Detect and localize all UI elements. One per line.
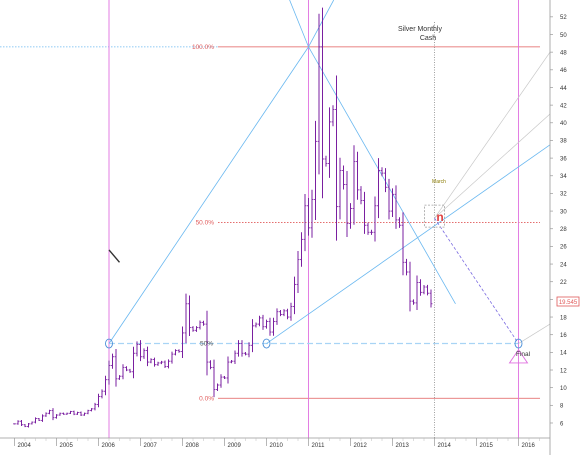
y-tick-label: 34 bbox=[560, 174, 567, 180]
fan-line-top-right bbox=[308, 0, 335, 48]
y-tick-label: 18 bbox=[560, 315, 567, 321]
target-triangle bbox=[508, 348, 529, 364]
x-tick-label: 2012 bbox=[354, 443, 368, 449]
x-tick-label: 2015 bbox=[480, 443, 494, 449]
y-tick-label: 36 bbox=[560, 156, 567, 162]
x-tick-label: 2008 bbox=[186, 443, 200, 449]
march-label: March bbox=[432, 179, 446, 185]
y-tick-label: 38 bbox=[560, 139, 567, 145]
final-label: Final bbox=[516, 351, 531, 358]
anchor-circle-2006 bbox=[105, 338, 113, 349]
fib-label-100: 100.0% bbox=[192, 44, 214, 51]
gray-line-lower bbox=[434, 113, 551, 219]
fan-line-top-left bbox=[289, 0, 309, 47]
y-tick-label: 40 bbox=[560, 121, 567, 127]
x-axis: 2004 2005 2006 2007 2008 2009 2010 2011 2012 2013… bbox=[0, 437, 550, 449]
pencil-icon bbox=[108, 249, 121, 263]
y-tick-label: 10 bbox=[560, 386, 567, 392]
y-tick-label: 22 bbox=[560, 280, 567, 286]
gray-line-upper bbox=[434, 51, 551, 219]
x-tick-label: 2011 bbox=[312, 443, 326, 449]
fib-label-50: 50.0% bbox=[196, 220, 215, 227]
fib-label-0: 0.0% bbox=[199, 395, 214, 402]
y-tick-label: 26 bbox=[560, 245, 567, 251]
n-glyph-icon: n bbox=[436, 210, 443, 224]
y-tick-label: 32 bbox=[560, 192, 567, 198]
y-tick-label: 6 bbox=[560, 421, 564, 427]
anchor-circle-final bbox=[514, 338, 523, 349]
price-bars bbox=[13, 7, 433, 428]
y-axis: 6810121416182022242628303234363840424446… bbox=[549, 0, 567, 455]
y-tick-label: 12 bbox=[560, 368, 567, 374]
y-tick-label: 52 bbox=[560, 15, 567, 21]
fan-line-anchor bbox=[266, 144, 551, 344]
y-tick-label: 16 bbox=[560, 333, 567, 339]
gray-line-final bbox=[518, 323, 551, 344]
x-tick-label: 2005 bbox=[60, 443, 74, 449]
chart-title-line2: Cash bbox=[420, 35, 436, 42]
x-tick-label: 2004 bbox=[18, 443, 32, 449]
x-tick-label: 2007 bbox=[144, 443, 158, 449]
half-line-label: 50% bbox=[200, 341, 213, 348]
fan-line-up bbox=[108, 46, 309, 344]
last-price-label: 19.545 bbox=[559, 300, 578, 306]
last-price-box bbox=[556, 296, 580, 307]
x-tick-label: 2014 bbox=[438, 443, 452, 449]
x-tick-label: 2016 bbox=[522, 443, 536, 449]
x-tick-label: 2010 bbox=[270, 443, 284, 449]
chart-title-line1: Silver Monthly bbox=[398, 26, 442, 33]
y-tick-label: 8 bbox=[560, 404, 564, 410]
x-tick-label: 2006 bbox=[102, 443, 116, 449]
y-tick-label: 46 bbox=[560, 68, 567, 74]
x-tick-label: 2009 bbox=[228, 443, 242, 449]
y-tick-label: 28 bbox=[560, 227, 567, 233]
y-tick-label: 30 bbox=[560, 209, 567, 215]
y-tick-label: 14 bbox=[560, 351, 567, 357]
y-tick-label: 44 bbox=[560, 86, 567, 92]
y-tick-label: 50 bbox=[560, 33, 567, 39]
y-tick-label: 24 bbox=[560, 262, 567, 268]
y-tick-label: 42 bbox=[560, 103, 567, 109]
y-tick-label: 48 bbox=[560, 50, 567, 56]
projection-line bbox=[434, 217, 519, 344]
anchor-circle-2010 bbox=[262, 338, 271, 349]
x-tick-label: 2013 bbox=[396, 443, 410, 449]
